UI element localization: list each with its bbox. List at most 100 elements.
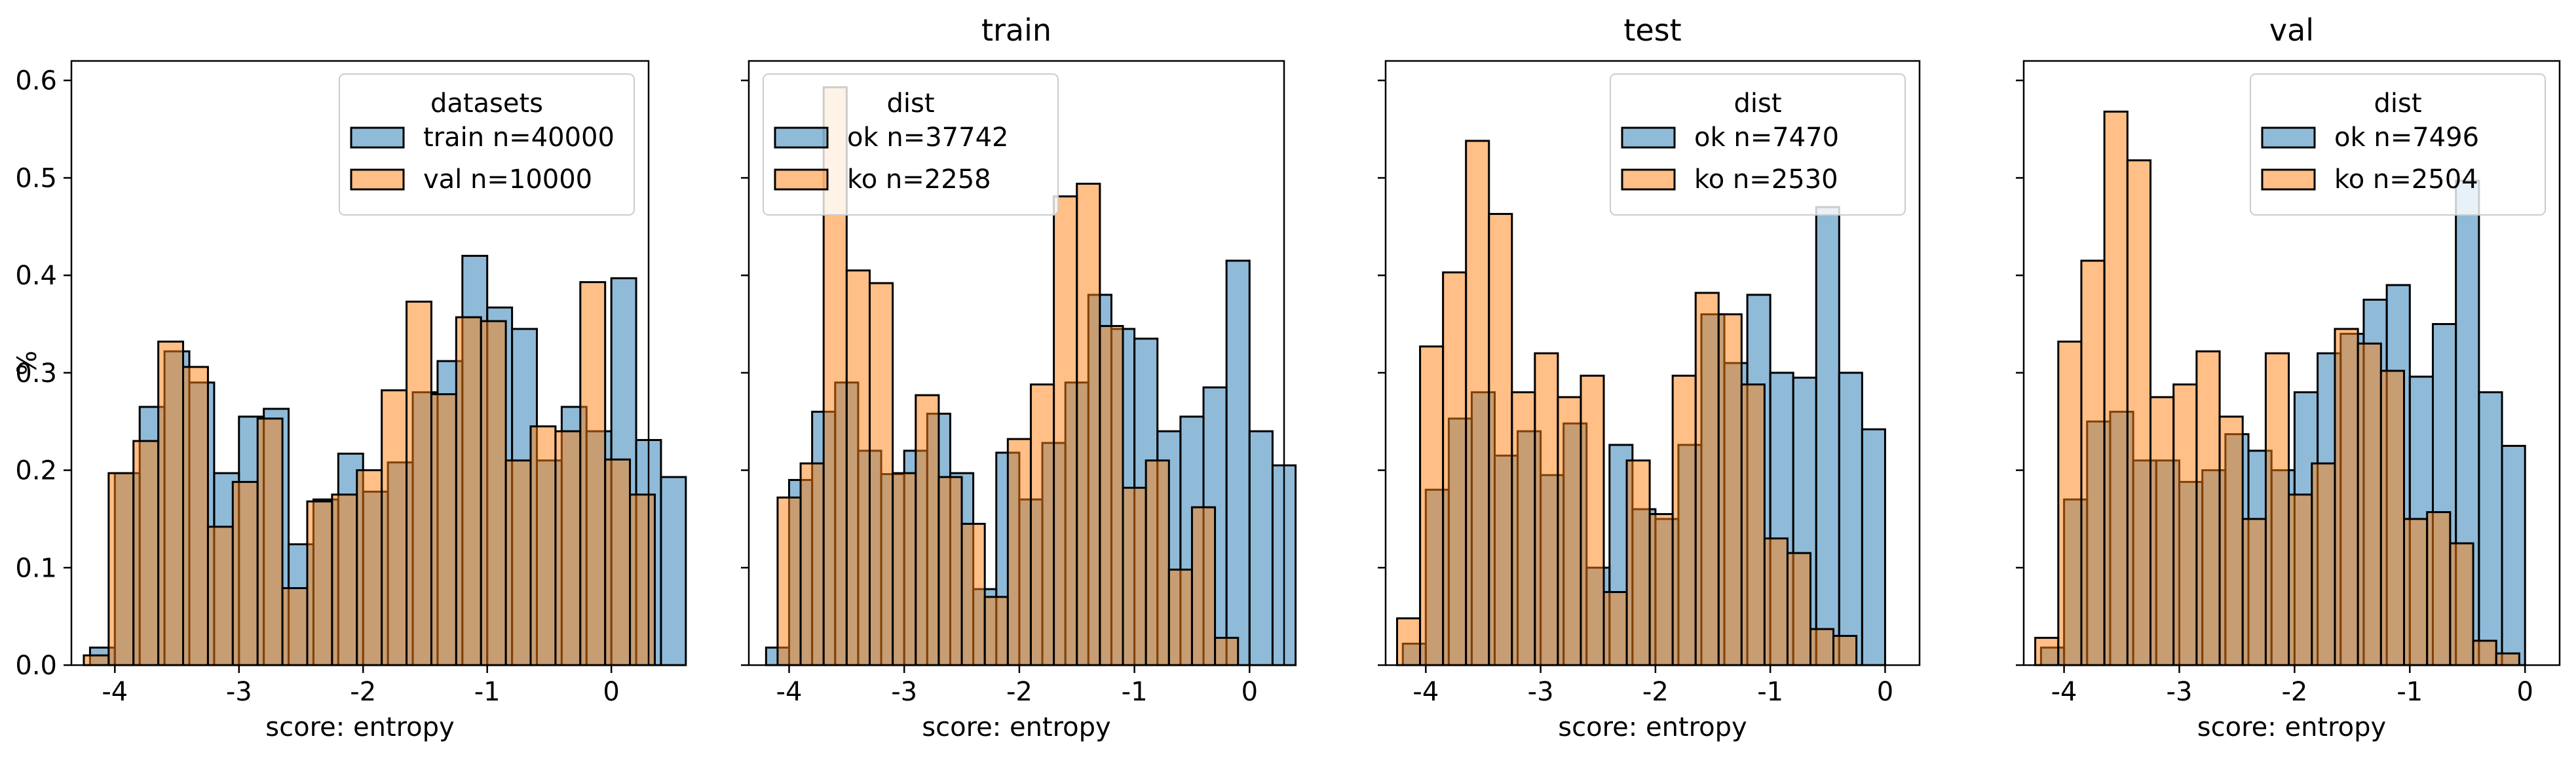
histogram-bar	[1511, 391, 1536, 666]
histogram-bar	[2403, 518, 2429, 666]
histogram-bar	[430, 393, 457, 666]
chart-panel-2: -4 -3 -2 -1 0 score: entropy test dist ok n=7470…	[1378, 12, 1921, 742]
histogram-bar	[2172, 383, 2198, 666]
y-axis-label: %	[12, 351, 43, 375]
x-tick-label: -3	[891, 677, 917, 707]
histogram-bar	[1214, 636, 1240, 666]
histogram-bar	[1465, 140, 1490, 666]
histogram-bar	[1006, 438, 1032, 666]
histogram-bar	[2218, 415, 2244, 666]
histogram-bar	[1419, 345, 1445, 666]
histogram-bar	[381, 389, 408, 666]
y-tick-label: 0.5	[15, 163, 57, 193]
legend: datasets train n=40000 val n=10000	[339, 73, 635, 216]
histogram-bar	[2501, 444, 2526, 666]
histogram-bar	[1122, 486, 1147, 666]
histogram-bar	[406, 300, 432, 666]
histogram-bar	[231, 480, 259, 666]
legend-swatch	[1621, 126, 1676, 149]
legend: dist ok n=7470 ko n=2530	[1610, 73, 1906, 216]
histogram-bar	[1053, 195, 1078, 666]
legend-swatch	[774, 126, 829, 149]
histogram-bar	[107, 472, 135, 666]
x-tick-label: -4	[2051, 677, 2077, 707]
axes-frame	[70, 60, 650, 666]
histogram-bar	[1580, 374, 1605, 666]
legend-title: dist	[886, 88, 934, 119]
histogram-bar	[579, 281, 607, 666]
x-tick-label: 0	[2516, 677, 2533, 707]
histogram-bar	[256, 417, 284, 666]
x-tick-label: -4	[102, 677, 128, 707]
x-tick-label: -4	[1412, 677, 1439, 707]
histogram-bar	[1740, 383, 1766, 666]
histogram-bar	[2241, 518, 2267, 666]
legend-swatch	[2261, 126, 2316, 149]
x-tick-label: -1	[1122, 677, 1148, 707]
histogram-bar	[2379, 370, 2406, 666]
histogram-bar	[1099, 324, 1124, 666]
histogram-bar	[1396, 617, 1422, 666]
histogram-bar	[629, 493, 656, 666]
y-tick-label: 0.2	[15, 456, 57, 486]
histogram-bar	[2080, 259, 2106, 666]
legend-box	[2250, 73, 2546, 216]
legend: dist ok n=37742 ko n=2258	[763, 73, 1059, 216]
histogram-bar	[157, 340, 185, 666]
histogram-bar	[1625, 459, 1651, 666]
histogram-bar	[356, 469, 383, 666]
x-tick-label: -3	[226, 677, 252, 707]
legend-title: dist	[1733, 88, 1781, 119]
legend-label: ok n=7470	[1694, 123, 1839, 153]
histogram-bar	[2311, 462, 2336, 666]
chart-panel-0: -4 -3 -2 -1 0 0.0 0.1 0.2 0.3 0.4 0.5 0.6 score: ent…	[12, 60, 687, 742]
histogram-bar	[1671, 374, 1697, 666]
legend-swatch	[1621, 168, 1676, 191]
series-1-bars	[83, 281, 656, 666]
histogram-bar	[2357, 342, 2382, 666]
axes-frame	[1384, 60, 1921, 666]
histogram-bar	[1763, 537, 1789, 666]
x-axis-label: score: entropy	[1558, 712, 1747, 742]
histogram-bar	[1167, 568, 1193, 666]
histogram-bar	[455, 316, 482, 666]
y-tick-label: 0.3	[15, 358, 57, 389]
x-tick-label: -2	[350, 677, 376, 707]
axes-frame	[748, 60, 1285, 666]
histogram-bar	[331, 493, 358, 666]
histogram-bar	[799, 462, 825, 666]
histogram-bar	[2426, 511, 2452, 666]
histogram-bar	[2449, 542, 2474, 666]
histogram-bar	[2126, 159, 2152, 666]
x-tick-label: -2	[2281, 677, 2307, 707]
histogram-bar	[1815, 206, 1840, 666]
legend-swatch	[2261, 168, 2316, 191]
histogram-bar	[281, 587, 309, 666]
chart-panel-1: -4 -3 -2 -1 0 score: entropy train dist ok n=377…	[741, 12, 1297, 742]
legend-box	[339, 73, 635, 216]
histogram-bar	[480, 320, 507, 666]
histogram-bar	[1809, 628, 1835, 666]
histogram-bar	[1029, 383, 1055, 666]
legend-label: val n=10000	[423, 164, 592, 195]
x-tick-label: -3	[1528, 677, 1554, 707]
histogram-bar	[83, 654, 110, 666]
x-tick-label: -1	[2396, 677, 2423, 707]
histogram-bar	[1648, 513, 1674, 666]
chart-title: test	[1623, 12, 1681, 48]
histogram-bar	[1488, 212, 1513, 666]
series-1-bars	[1396, 140, 1858, 666]
histogram-bar	[1557, 396, 1582, 666]
histogram-bar	[554, 430, 582, 666]
histogram-bar	[1717, 313, 1743, 666]
y-tick-label: 0.4	[15, 261, 57, 291]
legend-label: ok n=37742	[847, 123, 1008, 153]
histogram-bar	[1076, 182, 1101, 666]
y-tick-label: 0.1	[15, 553, 57, 583]
histogram-bar	[206, 526, 234, 666]
histogram-bar	[960, 522, 986, 666]
x-tick-label: -3	[2167, 677, 2193, 707]
axes-frame	[2022, 60, 2561, 666]
histogram-bar	[776, 496, 802, 666]
histogram-bar	[604, 458, 632, 666]
